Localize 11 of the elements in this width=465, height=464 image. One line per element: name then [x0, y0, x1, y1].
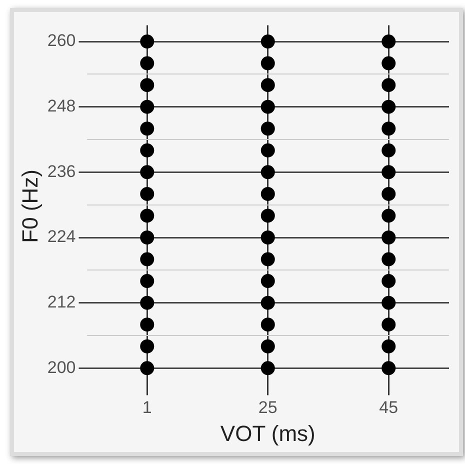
x-axis-title: VOT (ms)	[220, 420, 316, 446]
y-tick-label: 200	[47, 358, 76, 377]
y-tick-label: 224	[47, 227, 76, 246]
y-tick-label: 212	[47, 292, 76, 312]
y-axis-title: F0 (Hz)	[17, 170, 42, 243]
x-tick-label: 25	[258, 398, 278, 418]
x-tick-label: 45	[379, 398, 398, 418]
y-tick-label: 260	[47, 31, 76, 50]
y-tick-label: 248	[47, 96, 76, 116]
x-tick-label: 1	[142, 398, 152, 418]
y-tick-label: 236	[47, 162, 76, 181]
